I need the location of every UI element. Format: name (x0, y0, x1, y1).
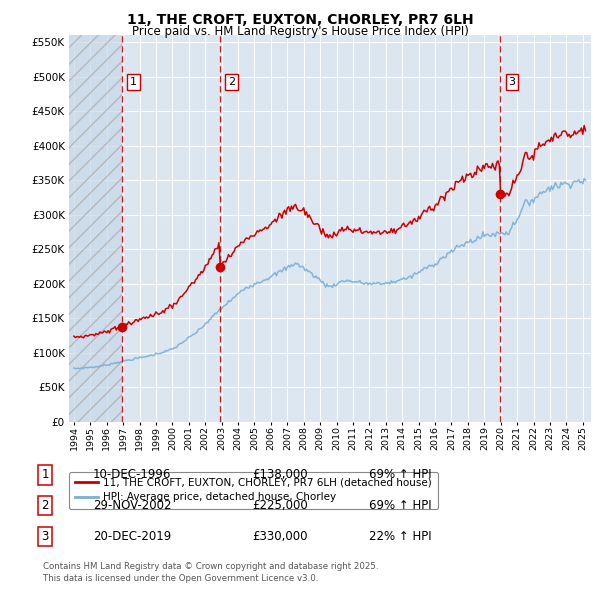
Text: 3: 3 (508, 77, 515, 87)
Text: 1: 1 (130, 77, 137, 87)
Text: 22% ↑ HPI: 22% ↑ HPI (369, 530, 431, 543)
Bar (69, 35, 122, 422)
Text: 1: 1 (41, 468, 49, 481)
Text: 20-DEC-2019: 20-DEC-2019 (93, 530, 171, 543)
Text: 69% ↑ HPI: 69% ↑ HPI (369, 499, 431, 512)
Legend: 11, THE CROFT, EUXTON, CHORLEY, PR7 6LH (detached house), HPI: Average price, de: 11, THE CROFT, EUXTON, CHORLEY, PR7 6LH … (69, 471, 439, 509)
Text: 10-DEC-1996: 10-DEC-1996 (93, 468, 172, 481)
Text: Price paid vs. HM Land Registry's House Price Index (HPI): Price paid vs. HM Land Registry's House … (131, 25, 469, 38)
Text: 11, THE CROFT, EUXTON, CHORLEY, PR7 6LH: 11, THE CROFT, EUXTON, CHORLEY, PR7 6LH (127, 13, 473, 27)
Text: 2: 2 (41, 499, 49, 512)
Text: 69% ↑ HPI: 69% ↑ HPI (369, 468, 431, 481)
Text: 2: 2 (228, 77, 235, 87)
Text: £138,000: £138,000 (252, 468, 308, 481)
Text: 29-NOV-2002: 29-NOV-2002 (93, 499, 172, 512)
Text: £225,000: £225,000 (252, 499, 308, 512)
Text: 3: 3 (41, 530, 49, 543)
Text: £330,000: £330,000 (252, 530, 308, 543)
Text: Contains HM Land Registry data © Crown copyright and database right 2025.
This d: Contains HM Land Registry data © Crown c… (43, 562, 379, 583)
